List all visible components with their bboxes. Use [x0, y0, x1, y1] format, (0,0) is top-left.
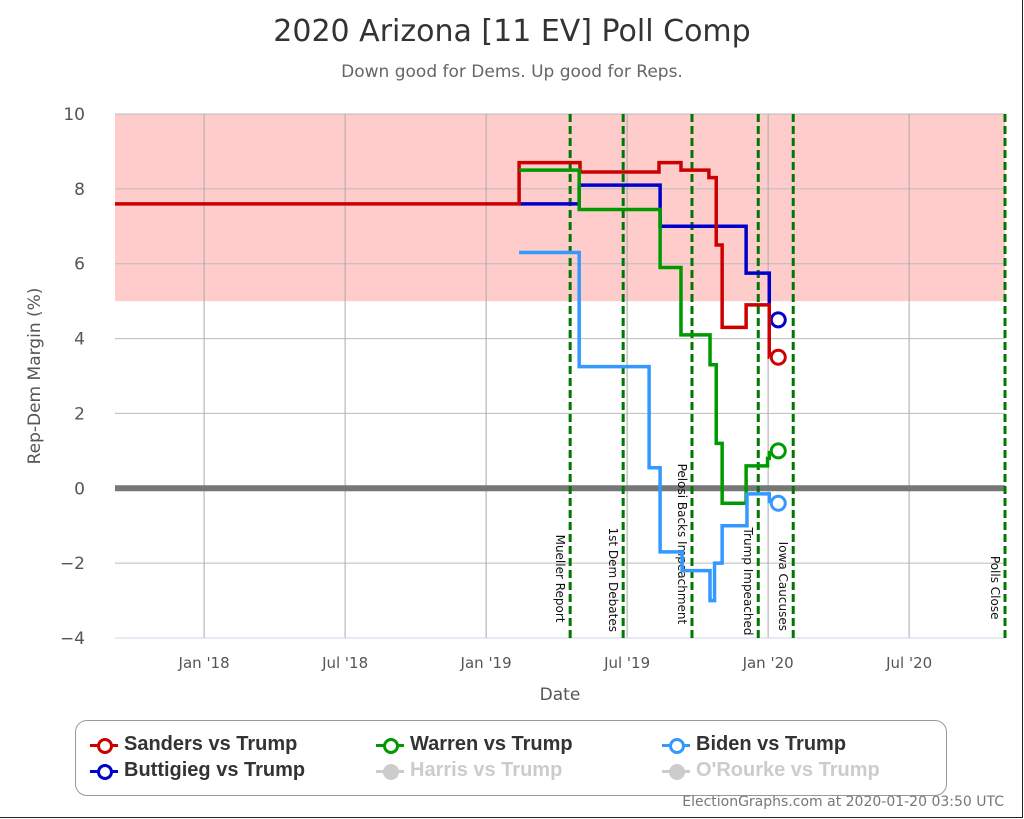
legend-item[interactable]: O'Rourke vs Trump	[662, 759, 880, 782]
x-tick-label: Jan '20	[742, 654, 794, 672]
legend-label: Biden vs Trump	[696, 733, 847, 755]
event-label: Mueller Report	[553, 535, 567, 623]
event-label: Iowa Caucuses	[776, 542, 790, 631]
x-tick-label: Jul '20	[885, 654, 932, 672]
event-label: 1st Dem Debates	[606, 528, 620, 632]
legend-marker-icon	[90, 763, 118, 780]
y-tick-label: 8	[74, 180, 85, 200]
series-end-marker	[769, 494, 787, 512]
legend-label: Sanders vs Trump	[124, 733, 298, 755]
legend-label: O'Rourke vs Trump	[696, 759, 880, 781]
y-tick-label: 4	[74, 330, 85, 350]
legend-label: Harris vs Trump	[410, 759, 563, 781]
legend-item[interactable]: Harris vs Trump	[376, 759, 562, 782]
x-tick-label: Jan '18	[178, 654, 230, 672]
chart-title: 2020 Arizona [11 EV] Poll Comp	[273, 14, 751, 49]
series-line	[519, 168, 772, 506]
series-end-marker	[769, 442, 787, 460]
legend-marker-icon	[376, 737, 404, 754]
legend-item[interactable]: Warren vs Trump	[376, 733, 573, 756]
shaded-band	[115, 114, 1005, 302]
y-tick-label: 6	[74, 255, 85, 275]
x-tick-label: Jul '19	[603, 654, 650, 672]
series-line	[519, 250, 772, 603]
x-tick-label: Jan '19	[460, 654, 512, 672]
legend-item[interactable]: Biden vs Trump	[662, 733, 846, 756]
series-line	[115, 160, 771, 360]
y-tick-label: 10	[63, 105, 85, 125]
x-axis-title: Date	[540, 685, 581, 705]
y-tick-label: −2	[60, 554, 85, 574]
event-label: Trump Impeached	[741, 527, 755, 636]
chart-subtitle: Down good for Dems. Up good for Reps.	[341, 62, 683, 82]
legend: Sanders vs Trump Warren vs Trump Biden vs …	[75, 720, 947, 796]
legend-item[interactable]: Sanders vs Trump	[90, 733, 297, 756]
event-label: Pelosi Backs Impeachment	[675, 464, 689, 625]
event-label: Polls Close	[988, 556, 1002, 620]
credit: ElectionGraphs.com at 2020-01-20 03:50 U…	[682, 794, 1004, 810]
y-tick-label: −4	[60, 629, 85, 649]
y-tick-label: 2	[74, 404, 85, 424]
legend-marker-icon	[662, 763, 690, 780]
x-tick-label: Jul '18	[321, 654, 368, 672]
legend-marker-icon	[662, 737, 690, 754]
y-tick-label: 0	[74, 479, 85, 499]
legend-marker-icon	[90, 737, 118, 754]
series-end-marker	[769, 348, 787, 366]
legend-label: Warren vs Trump	[410, 733, 573, 755]
y-axis-title: Rep-Dem Margin (%)	[25, 288, 45, 465]
legend-item[interactable]: Buttigieg vs Trump	[90, 759, 305, 782]
legend-marker-icon	[376, 763, 404, 780]
series-end-marker	[769, 311, 787, 329]
legend-label: Buttigieg vs Trump	[124, 759, 306, 781]
